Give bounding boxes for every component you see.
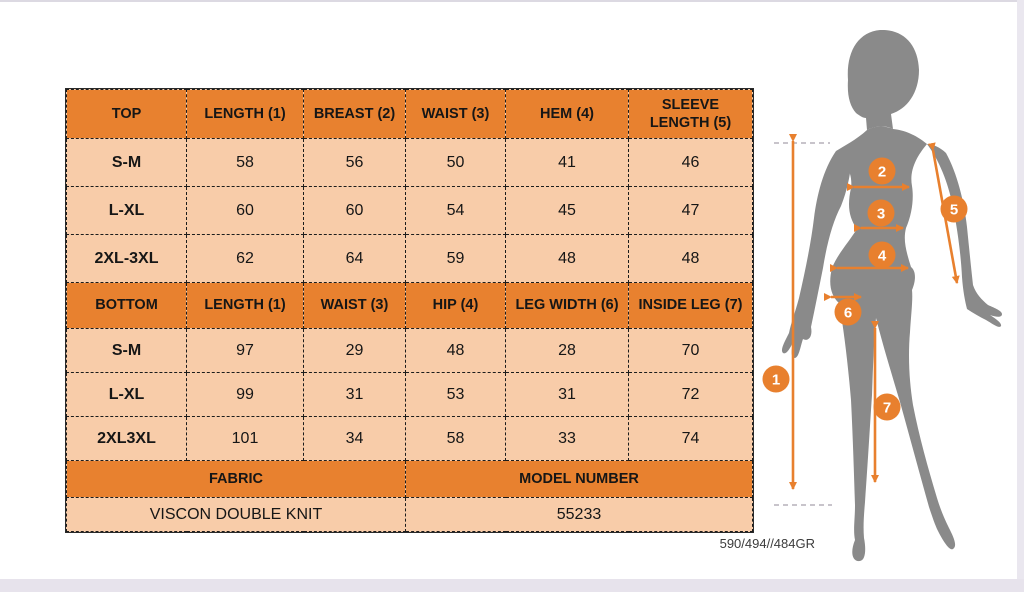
value-cell: 34 (303, 416, 406, 461)
value-cell: 33 (505, 416, 629, 461)
header-cell: HIP (4) (405, 282, 506, 329)
value-cell: 60 (186, 186, 304, 235)
header-cell: INSIDE LEG (7) (628, 282, 753, 329)
badge-5-circle (940, 195, 968, 223)
header-cell: TOP (66, 89, 187, 139)
value-cell: 48 (628, 234, 753, 283)
value-cell: 74 (628, 416, 753, 461)
value-cell: 47 (628, 186, 753, 235)
table-row: S-M 58 56 50 41 46 (66, 138, 753, 187)
value-cell: 99 (186, 372, 304, 417)
size-cell: L-XL (66, 186, 187, 235)
table-row: 2XL-3XL 62 64 59 48 48 (66, 234, 753, 283)
value-cell: 46 (628, 138, 753, 187)
badge-7-number: 7 (883, 400, 891, 417)
header-cell: LENGTH (1) (186, 89, 304, 139)
size-chart-table: TOP LENGTH (1) BREAST (2) WAIST (3) HEM … (65, 88, 754, 533)
value-cell: 28 (505, 328, 629, 373)
table-row: S-M 97 29 48 28 70 (66, 328, 753, 373)
value-cell: 64 (303, 234, 406, 283)
woman-silhouette (781, 29, 1002, 562)
header-cell: WAIST (3) (303, 282, 406, 329)
frame-right-edge (1017, 0, 1024, 592)
table-row: L-XL 60 60 54 45 47 (66, 186, 753, 235)
value-cell: 48 (505, 234, 629, 283)
value-cell: 58 (405, 416, 506, 461)
table-row: L-XL 99 31 53 31 72 (66, 372, 753, 417)
silhouette-left-arm (781, 151, 851, 358)
frame-bottom-edge (0, 579, 1024, 592)
badge-5-number: 5 (950, 202, 958, 219)
value-cell: 45 (505, 186, 629, 235)
badge-2-number: 2 (878, 164, 886, 181)
badge-6-number: 6 (844, 305, 852, 322)
badge-3-number: 3 (877, 206, 885, 223)
value-cell: 56 (303, 138, 406, 187)
badge-4-circle (868, 241, 896, 269)
top-header-row: TOP LENGTH (1) BREAST (2) WAIST (3) HEM … (66, 89, 753, 139)
value-cell: 31 (303, 372, 406, 417)
header-cell: HEM (4) (505, 89, 629, 139)
female-silhouette-diagram: 1 2 3 4 5 6 7 (762, 29, 1002, 562)
size-cell: L-XL (66, 372, 187, 417)
silhouette-right-arm (927, 144, 1002, 327)
reference-code: 590/494//484GR (719, 536, 815, 551)
badge-1-number: 1 (772, 372, 780, 389)
size-cell: 2XL3XL (66, 416, 187, 461)
value-cell: 48 (405, 328, 506, 373)
badge-3-circle (867, 199, 895, 227)
value-cell: 62 (186, 234, 304, 283)
header-cell: BREAST (2) (303, 89, 406, 139)
info-header-row: FABRIC MODEL NUMBER (66, 460, 753, 498)
value-cell: 41 (505, 138, 629, 187)
model-number-label: MODEL NUMBER (405, 460, 753, 498)
header-cell: SLEEVE LENGTH (5) (628, 89, 753, 139)
fabric-label: FABRIC (66, 460, 406, 498)
badge-1-circle (762, 365, 790, 393)
bottom-header-row: BOTTOM LENGTH (1) WAIST (3) HIP (4) LEG … (66, 282, 753, 329)
silhouette-head (847, 29, 919, 130)
value-cell: 31 (505, 372, 629, 417)
badge-6-circle (834, 298, 862, 326)
badge-4-number: 4 (878, 248, 887, 265)
header-cell: BOTTOM (66, 282, 187, 329)
value-cell: 59 (405, 234, 506, 283)
value-cell: 50 (405, 138, 506, 187)
value-cell: 70 (628, 328, 753, 373)
value-cell: 101 (186, 416, 304, 461)
fabric-value: VISCON DOUBLE KNIT (66, 497, 406, 532)
header-cell: LEG WIDTH (6) (505, 282, 629, 329)
marker-badges: 1 2 3 4 5 6 7 (762, 157, 968, 421)
value-cell: 60 (303, 186, 406, 235)
badge-2-circle (868, 157, 896, 185)
size-cell: S-M (66, 138, 187, 187)
value-cell: 72 (628, 372, 753, 417)
measurement-figure: 1 2 3 4 5 6 7 (760, 0, 1024, 592)
size-cell: 2XL-3XL (66, 234, 187, 283)
size-cell: S-M (66, 328, 187, 373)
header-cell: LENGTH (1) (186, 282, 304, 329)
value-cell: 97 (186, 328, 304, 373)
silhouette-torso-legs (830, 126, 956, 562)
badge-7-circle (873, 393, 901, 421)
table-row: 2XL3XL 101 34 58 33 74 (66, 416, 753, 461)
value-cell: 54 (405, 186, 506, 235)
value-cell: 53 (405, 372, 506, 417)
value-cell: 58 (186, 138, 304, 187)
frame-top-edge (0, 0, 1024, 2)
value-cell: 29 (303, 328, 406, 373)
info-value-row: VISCON DOUBLE KNIT 55233 (66, 497, 753, 532)
model-number-value: 55233 (405, 497, 753, 532)
header-cell: WAIST (3) (405, 89, 506, 139)
